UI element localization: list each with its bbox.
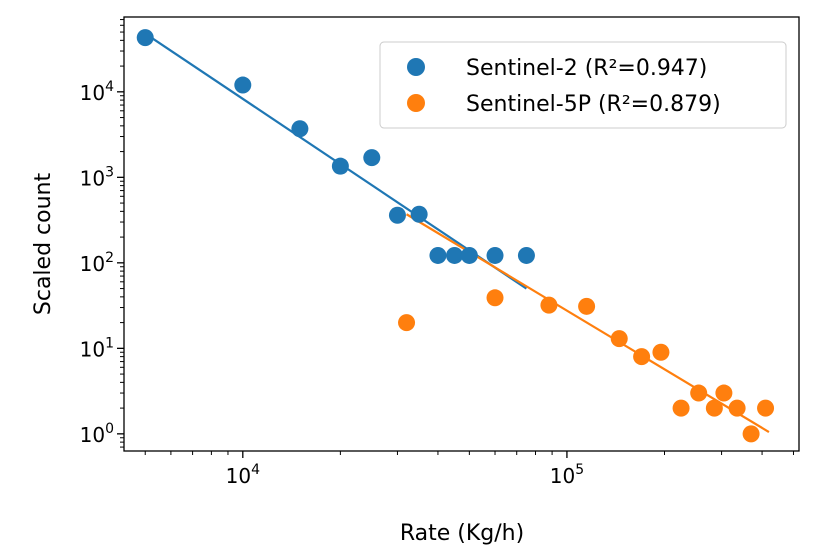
axes: 104 105 100 101 102 103 104 [80, 16, 800, 488]
legend-frame [379, 41, 787, 129]
legend: Sentinel-2 (R²=0.947) Sentinel-5P (R²=0.… [379, 41, 787, 129]
data-point-series-1 [398, 314, 416, 332]
data-point-series-1 [728, 399, 746, 417]
data-point-series-1 [578, 297, 596, 315]
data-point-series-0 [291, 120, 309, 138]
data-point-series-0 [446, 246, 464, 264]
x-tick-label: 104 [226, 462, 260, 488]
data-point-series-1 [540, 296, 558, 314]
legend-marker-sentinel-5p [407, 94, 425, 112]
y-tick-label: 102 [80, 250, 114, 276]
data-point-series-1 [610, 330, 628, 348]
data-point-series-1 [742, 425, 760, 443]
data-point-series-1 [652, 343, 670, 361]
data-point-series-1 [715, 384, 733, 402]
y-tick-label: 104 [80, 79, 114, 105]
legend-label-sentinel-5p: Sentinel-5P (R²=0.879) [466, 92, 721, 117]
data-point-series-0 [486, 246, 504, 264]
data-point-series-1 [486, 289, 504, 307]
axes-frame [123, 16, 800, 452]
data-point-series-0 [136, 29, 154, 47]
data-point-series-0 [363, 149, 381, 167]
data-point-series-0 [517, 246, 535, 264]
data-point-series-1 [633, 348, 651, 366]
y-tick-label: 101 [80, 335, 114, 361]
legend-label-sentinel-2: Sentinel-2 (R²=0.947) [466, 56, 707, 81]
data-point-series-0 [388, 206, 406, 224]
data-point-series-0 [234, 76, 252, 94]
x-axis-title: Rate (Kg/h) [400, 521, 524, 546]
fit-line-series-1 [405, 213, 770, 433]
data-point-series-1 [757, 399, 775, 417]
data-point-series-0 [331, 157, 349, 175]
plot-area [136, 29, 775, 443]
data-point-series-0 [429, 246, 447, 264]
data-point-series-0 [410, 205, 428, 223]
data-point-series-1 [672, 399, 690, 417]
data-point-series-1 [690, 384, 708, 402]
data-point-series-1 [705, 399, 723, 417]
y-axis-title: Scaled count [31, 173, 56, 316]
legend-marker-sentinel-2 [407, 58, 425, 76]
x-tick-label: 105 [550, 462, 584, 488]
y-tick-label: 100 [80, 421, 114, 447]
y-tick-label: 103 [80, 164, 114, 190]
data-point-series-0 [460, 246, 478, 264]
